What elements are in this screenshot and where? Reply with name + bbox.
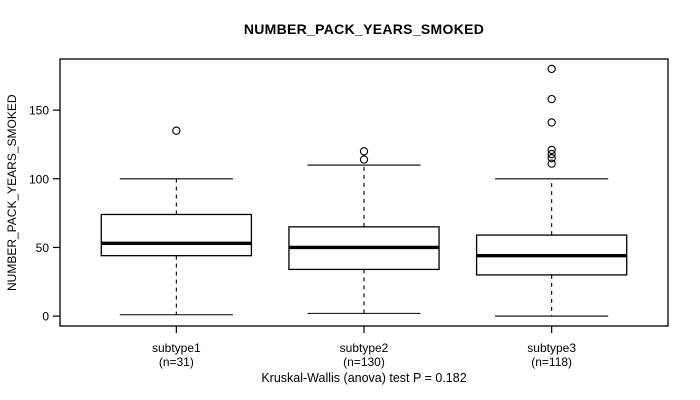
outlier-point: [547, 149, 556, 159]
outlier-point: [547, 94, 556, 104]
outlier-point: [547, 159, 556, 168]
group-label: subtype2: [340, 341, 389, 355]
outlier-point: [547, 64, 556, 74]
outlier-point: [547, 145, 556, 155]
y-tick-label: 100: [29, 172, 49, 186]
y-tick-label: 0: [42, 310, 49, 324]
y-axis-label: NUMBER_PACK_YEARS_SMOKED: [5, 94, 19, 291]
outlier-point: [547, 118, 556, 127]
y-tick-label: 150: [29, 104, 49, 118]
iqr-box: [100, 213, 253, 257]
outlier-point: [547, 154, 556, 163]
group-label: subtype1: [152, 341, 201, 355]
group-count-label: (n=31): [159, 355, 194, 369]
outlier-point: [359, 155, 369, 164]
stat-test-caption: Kruskal-Wallis (anova) test P = 0.182: [261, 371, 467, 385]
group-label: subtype3: [527, 341, 576, 355]
outlier-point: [172, 126, 181, 135]
group-count-label: (n=118): [531, 355, 572, 369]
outlier-point: [359, 147, 369, 156]
chart-title: NUMBER_PACK_YEARS_SMOKED: [243, 21, 485, 37]
group-count-label: (n=130): [343, 355, 385, 369]
y-tick-label: 50: [36, 241, 50, 255]
